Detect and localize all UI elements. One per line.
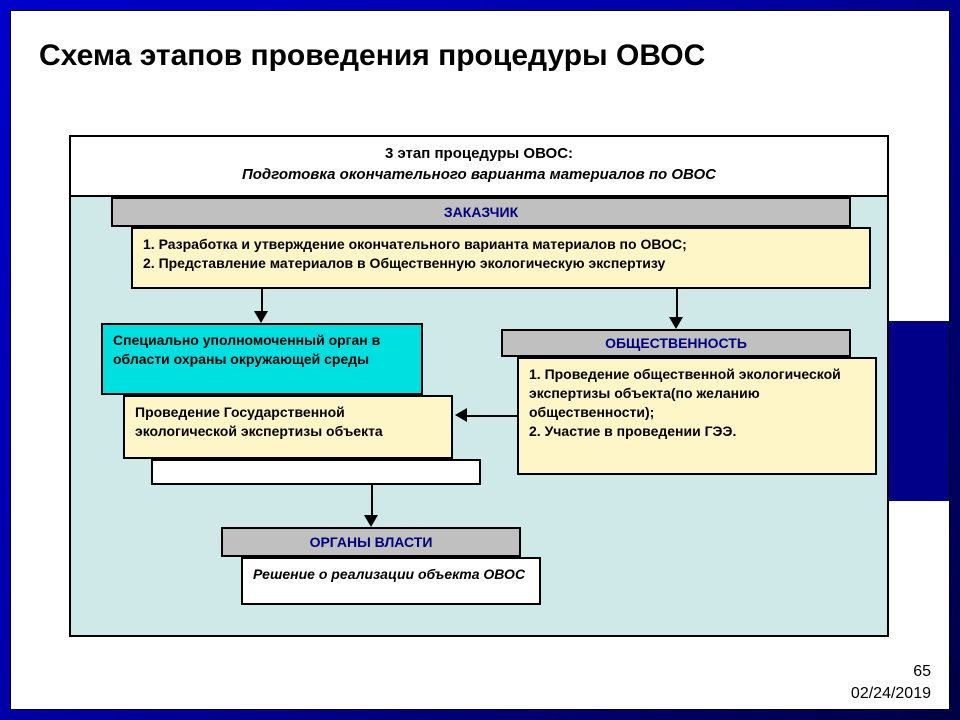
page-number: 65	[913, 663, 931, 681]
node-label: Проведение Государственной экологической…	[135, 404, 383, 439]
edge-line	[467, 415, 517, 417]
edge-arrow-down	[254, 311, 268, 323]
edge-line	[261, 289, 263, 311]
edge-arrow-down	[669, 317, 683, 329]
node-label: ОРГАНЫ ВЛАСТИ	[310, 534, 433, 550]
node-public-body: 1. Проведение общественной экологической…	[517, 357, 877, 475]
node-agency: Специально уполномоченный орган в област…	[101, 323, 423, 395]
node-customer-header: ЗАКАЗЧИК	[111, 197, 851, 227]
slide-canvas: Схема этапов проведения процедуры ОВОС 3…	[10, 10, 950, 710]
flowchart-header: 3 этап процедуры ОВОС: Подготовка оконча…	[71, 137, 887, 197]
node-label: 1. Разработка и утверждение окончательно…	[143, 236, 687, 271]
node-label: 1. Проведение общественной экологической…	[529, 366, 841, 439]
node-state-expertise: Проведение Государственной экологической…	[123, 395, 453, 459]
node-label: Решение о реализации объекта ОВОС	[253, 566, 525, 582]
edge-line	[676, 289, 678, 317]
edge-arrow-down	[364, 515, 378, 527]
edge-arrow-left	[455, 408, 467, 422]
node-public-header: ОБЩЕСТВЕННОСТЬ	[501, 329, 851, 357]
flowchart-frame: 3 этап процедуры ОВОС: Подготовка оконча…	[69, 135, 889, 637]
node-blank	[151, 459, 481, 485]
node-decision: Решение о реализации объекта ОВОС	[241, 557, 541, 605]
node-authorities-header: ОРГАНЫ ВЛАСТИ	[221, 527, 521, 557]
node-label: Специально уполномоченный орган в област…	[113, 332, 380, 367]
slide-date: 02/24/2019	[851, 685, 931, 703]
slide-title: Схема этапов проведения процедуры ОВОС	[39, 39, 921, 73]
edge-line	[371, 485, 373, 515]
node-label: ЗАКАЗЧИК	[444, 204, 518, 220]
flowchart-header-line2: Подготовка окончательного варианта матер…	[79, 164, 879, 185]
node-customer-body: 1. Разработка и утверждение окончательно…	[131, 227, 871, 289]
flowchart-header-line1: 3 этап процедуры ОВОС:	[79, 143, 879, 164]
node-label: ОБЩЕСТВЕННОСТЬ	[605, 335, 747, 351]
